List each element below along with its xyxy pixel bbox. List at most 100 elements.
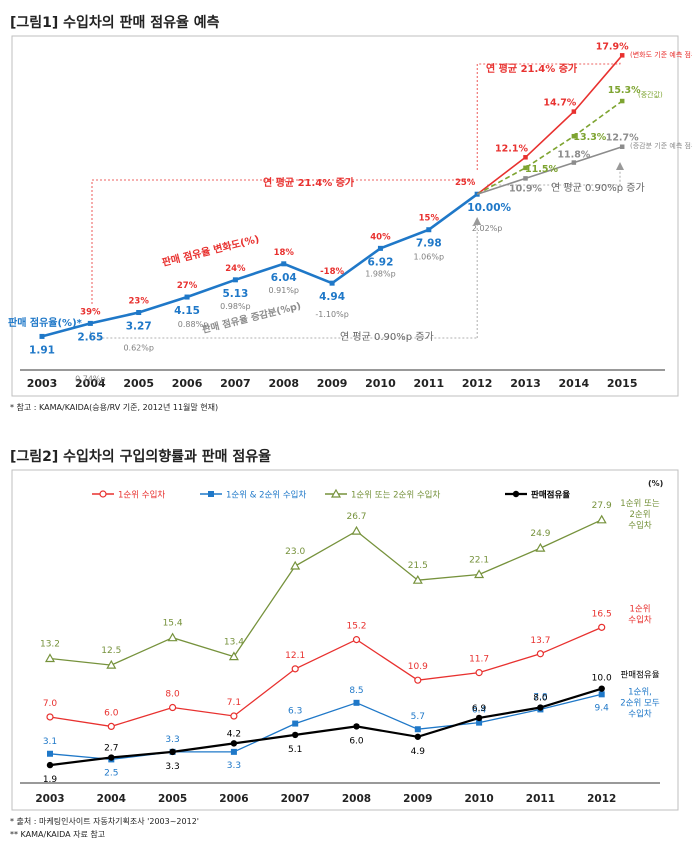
figure2-point bbox=[596, 514, 607, 524]
change-point-label: 1.06%p bbox=[414, 253, 445, 262]
figure2-value-label: 3.3 bbox=[227, 761, 241, 771]
figure2-value-label: 8.0 bbox=[533, 694, 548, 704]
legend-label: 1순위 수입차 bbox=[118, 491, 165, 501]
end-note-gray: (증감분 기준 예측 점유율) bbox=[630, 141, 692, 150]
figure2-point bbox=[290, 560, 301, 570]
figure1-point bbox=[87, 320, 93, 326]
figure2-point bbox=[292, 731, 299, 739]
figure2-point bbox=[292, 720, 299, 727]
legend-label: 1순위 또는 2순위 수입차 bbox=[351, 491, 440, 501]
figure2-value-label: 6.3 bbox=[288, 707, 302, 717]
figure2-point bbox=[230, 748, 237, 755]
figure2-point bbox=[351, 525, 362, 535]
figure2-value-label: 23.0 bbox=[285, 547, 305, 557]
figure1-value-label: 4.94 bbox=[319, 291, 345, 303]
change-point-label: 0.88%p bbox=[178, 320, 209, 329]
figure2-value-label: 9.4 bbox=[595, 703, 610, 713]
figure1-x-tick-label: 2007 bbox=[220, 377, 251, 390]
figure1-value-label: 3.27 bbox=[126, 321, 152, 333]
figure2-point bbox=[99, 490, 107, 498]
figure2-x-tick-label: 2006 bbox=[219, 793, 248, 805]
figure2-x-tick-label: 2011 bbox=[526, 793, 555, 805]
change-rate-label: 24% bbox=[225, 264, 246, 274]
series-end-label-line: 판매점유율 bbox=[620, 670, 659, 681]
projection-label: 12.7% bbox=[606, 133, 639, 144]
figure1-x-tick-label: 2005 bbox=[123, 377, 154, 390]
projection-label: 10.9% bbox=[509, 183, 542, 194]
figure2-point bbox=[106, 659, 117, 669]
figure1-x-tick-label: 2009 bbox=[317, 377, 348, 390]
figure1-value-label: 1.91 bbox=[29, 344, 55, 356]
figure2-point bbox=[535, 542, 546, 552]
series-end-label: 1순위 수입차 bbox=[628, 604, 652, 625]
figure1-value-label: 4.15 bbox=[174, 305, 200, 317]
figure2-point bbox=[414, 676, 422, 684]
avg-rate-bracket-right bbox=[476, 62, 621, 170]
series-end-label-line: 1순위, bbox=[628, 687, 652, 697]
figure1-point bbox=[136, 310, 142, 316]
change-point-label: 1.98%p bbox=[365, 269, 396, 278]
figure1-point bbox=[426, 227, 432, 233]
figure2-value-label: 6.0 bbox=[349, 736, 364, 746]
figure1-series-name: 판매 점유율(%)* bbox=[8, 316, 83, 329]
end-note-red: (변화도 기준 예측 점유율) bbox=[630, 50, 692, 59]
figure1-series-line-0 bbox=[41, 193, 478, 338]
figure2-x-tick-label: 2009 bbox=[403, 793, 432, 805]
figure2-value-label: 6.9 bbox=[472, 704, 487, 714]
figure1-point bbox=[184, 294, 190, 300]
figure1-series-line-1 bbox=[476, 54, 623, 195]
figure2-point bbox=[598, 685, 605, 692]
change-point-label: 0.91%p bbox=[269, 286, 300, 295]
figure2-point bbox=[353, 723, 360, 730]
figure2-value-label: 15.2 bbox=[346, 622, 366, 632]
figure2-point bbox=[598, 691, 605, 698]
figure2-value-label: 7.8 bbox=[533, 692, 548, 702]
projection-label: 11.8% bbox=[557, 150, 590, 161]
figure1-point bbox=[571, 160, 577, 165]
figure1-x-tick-label: 2013 bbox=[510, 377, 541, 390]
figure1-point bbox=[571, 133, 577, 139]
figure2-value-label: 10.0 bbox=[592, 674, 612, 684]
projection-label: 12.1% bbox=[495, 143, 528, 154]
figure2-point bbox=[598, 623, 606, 631]
series-end-label-line: 2순위 bbox=[629, 510, 650, 520]
end-note-green: (중간값) bbox=[638, 90, 663, 99]
change-point-label: 0.62%p bbox=[123, 344, 154, 353]
figure2-unit: (%) bbox=[648, 479, 663, 488]
change-rate-label: 15% bbox=[419, 214, 440, 224]
figure2-x-tick-label: 2005 bbox=[158, 793, 187, 805]
figure2-point bbox=[46, 761, 54, 769]
figure1-x-tick-label: 2008 bbox=[268, 377, 299, 390]
figure1-x-tick-label: 2006 bbox=[172, 377, 203, 390]
figure1-point bbox=[377, 245, 383, 251]
projection-label: 13.3% bbox=[573, 132, 606, 143]
figure1-point bbox=[232, 277, 238, 283]
figure2-point bbox=[414, 733, 421, 740]
change-rate-label: 23% bbox=[129, 297, 150, 307]
change-rate-label: 18% bbox=[274, 248, 295, 258]
figure2-value-label: 16.5 bbox=[592, 609, 612, 619]
figure2-value-label: 24.9 bbox=[530, 529, 550, 539]
figure2-series-line-3 bbox=[49, 687, 603, 767]
figure2-value-label: 3.3 bbox=[165, 735, 179, 745]
annotation-avg-rate-left: 연 평균 21.4% 증가 bbox=[263, 176, 355, 189]
figure2-point bbox=[107, 722, 115, 731]
figure2-point bbox=[353, 699, 360, 706]
projection-label: 14.7% bbox=[543, 98, 576, 109]
figure2-point bbox=[352, 636, 361, 644]
series-end-label-line: 2순위 모두 bbox=[620, 698, 660, 708]
annotation-avg-point-right: 연 평균 0.90%p 증가 bbox=[551, 182, 645, 194]
figure2-value-label: 4.9 bbox=[411, 747, 426, 757]
figure2-value-label: 12.5 bbox=[101, 646, 121, 656]
figure1-point bbox=[523, 176, 528, 181]
change-rate-label: 39% bbox=[80, 307, 101, 317]
figure2-value-label: 5.7 bbox=[411, 712, 425, 722]
figure2-value-label: 2.5 bbox=[104, 768, 118, 778]
figure1-x-tick-label: 2011 bbox=[413, 377, 444, 390]
change-point-label: -1.10%p bbox=[315, 310, 348, 319]
figure1-point bbox=[329, 280, 335, 286]
figure2-x-tick-label: 2008 bbox=[342, 793, 371, 805]
series-end-label-line: 1순위 또는 bbox=[620, 499, 660, 509]
